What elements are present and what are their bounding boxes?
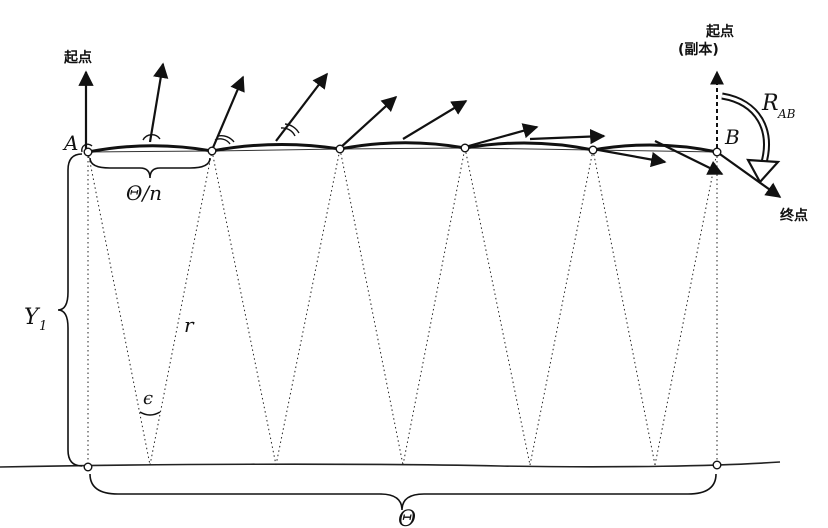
point-a-label: A <box>62 131 78 155</box>
total-brace <box>89 473 717 511</box>
epsilon-label: ϵ <box>143 388 153 409</box>
height-label: Y <box>24 305 41 330</box>
rotation-subscript: AB <box>777 107 796 121</box>
transported-arrows <box>78 62 782 198</box>
label-start-copy-1: 起点 <box>705 23 734 40</box>
point-b-label: B <box>724 125 740 149</box>
zigzag-lines <box>87 147 718 466</box>
epsilon-arc <box>139 411 161 416</box>
label-end: 终点 <box>780 207 808 224</box>
arc-segments <box>86 141 719 154</box>
chords <box>87 147 718 153</box>
label-start: 起点 <box>63 49 92 66</box>
end-arrow <box>716 151 782 198</box>
ground-line <box>0 461 781 468</box>
height-brace <box>57 153 83 467</box>
total-angle-label: Θ <box>398 507 416 528</box>
height-subscript: 1 <box>39 319 47 334</box>
radius-label: r <box>184 313 195 337</box>
label-start-copy-2: (副本) <box>678 41 719 58</box>
nodes <box>83 143 722 472</box>
segment-angle-label: Θ/n <box>126 181 162 205</box>
segment-brace <box>89 157 211 179</box>
rotation-label: R <box>761 91 779 116</box>
rotation-arrowhead <box>746 158 781 184</box>
